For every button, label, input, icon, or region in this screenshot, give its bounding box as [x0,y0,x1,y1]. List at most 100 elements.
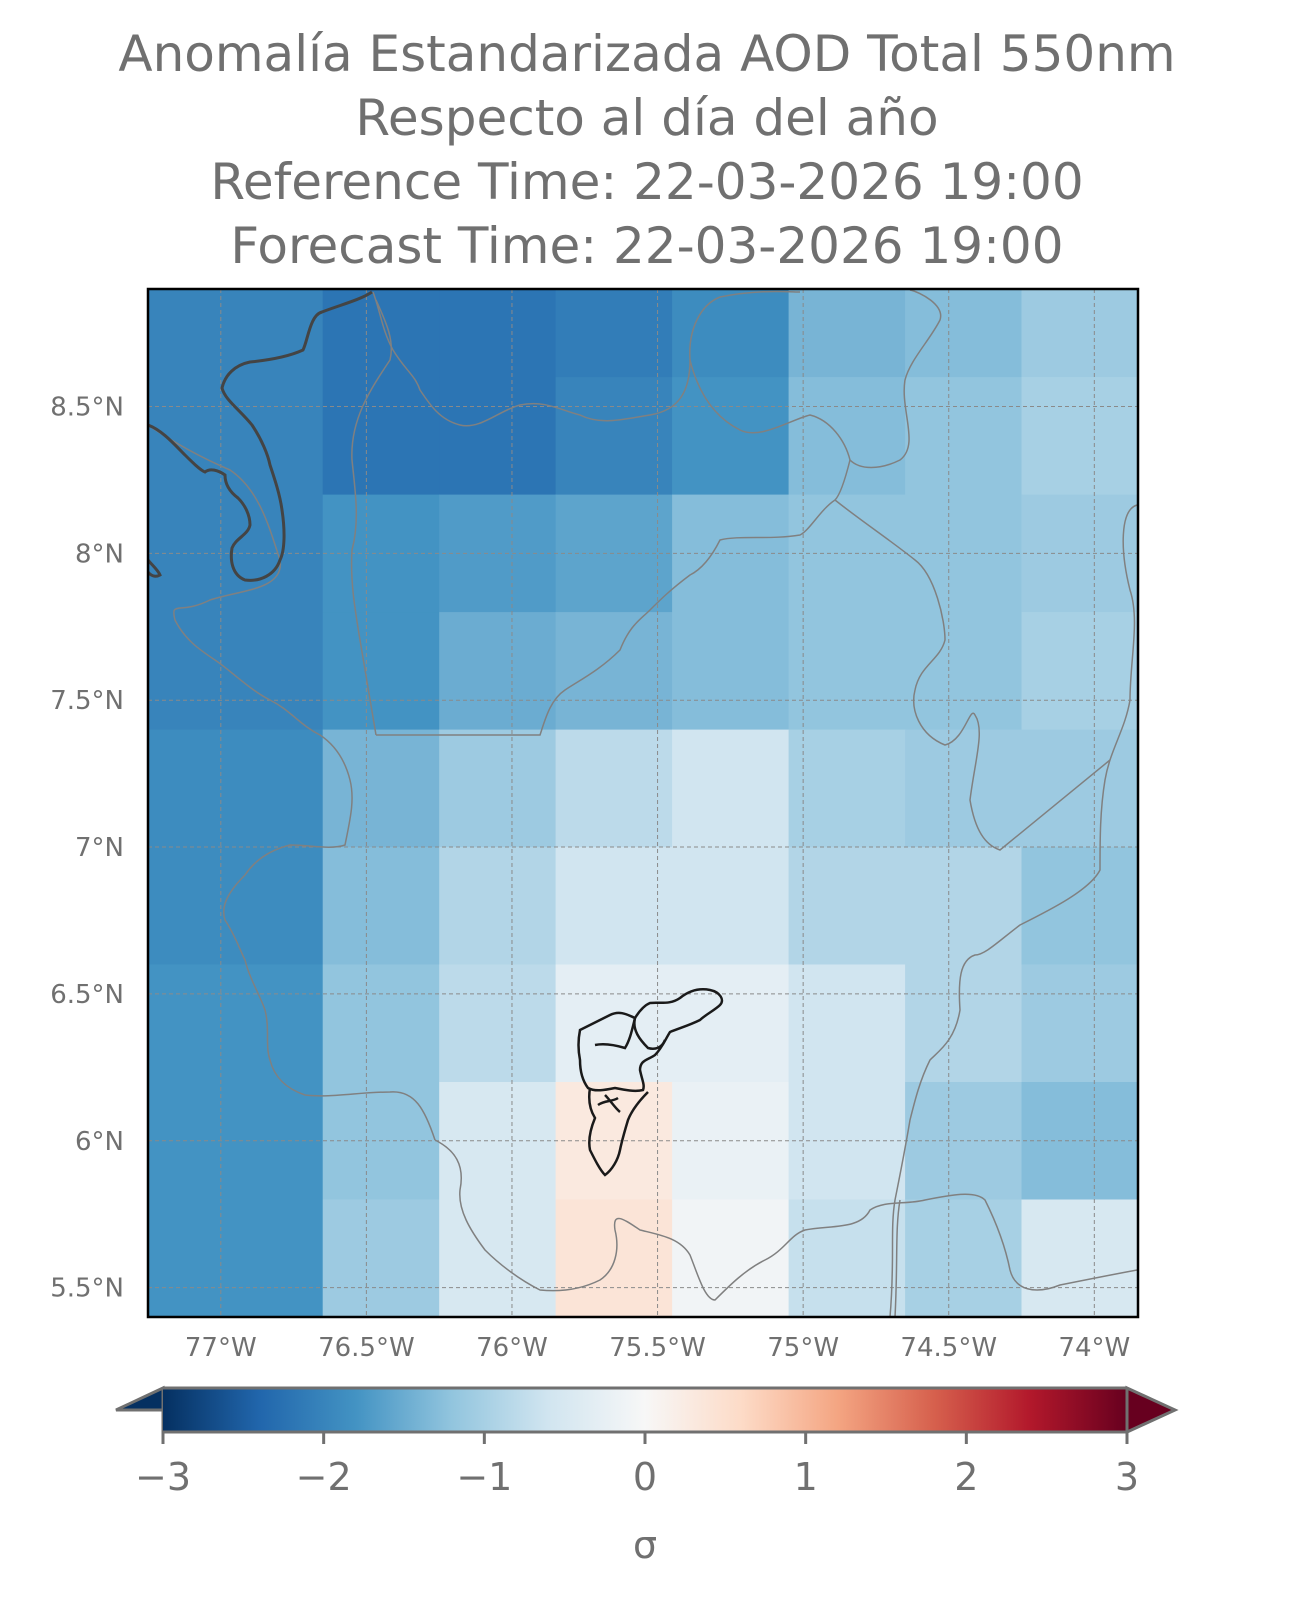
lat-tick-label: 7°N [75,833,124,863]
grid-cell [1021,847,1138,966]
grid-cell [439,847,557,966]
grid-cell [439,964,557,1083]
grid-cell [148,289,324,378]
grid-cell [905,1199,1023,1317]
grid-cell [905,612,1023,731]
grid-cell [672,377,790,496]
district-south-block [587,1087,649,1177]
grid-cell [555,847,673,966]
district-north-block [577,988,724,1093]
grid-cell [322,729,440,848]
grid-cell [1021,1199,1138,1317]
colorbar-extend-low [115,1385,165,1432]
lon-tick-label: 75.5°W [609,1333,706,1363]
grid-cell [905,847,1023,966]
grid-cell [905,289,1023,378]
grid-cell [439,729,557,848]
country-borders [148,289,1138,1317]
grid-cell [148,612,324,731]
grid-cell [1021,612,1138,731]
grid-cell [1021,729,1138,848]
grid-cell [439,289,557,378]
colorbar-tick-label: 1 [794,1455,818,1499]
grid-cell [322,289,440,378]
grid-cell [672,729,790,848]
grid-cell [439,612,557,731]
grid-cell [905,377,1023,496]
border-line-west-dept [148,424,436,1141]
coastline [148,290,373,582]
grid-cell [322,847,440,966]
colorbar-tick-label: −2 [296,1455,352,1499]
grid-cell [788,847,906,966]
grid-cell [322,1199,440,1317]
grid-cell [322,377,440,496]
grid-cell [439,377,557,496]
grid-cell [555,729,673,848]
border-line-northwest [350,299,393,736]
border-line-south-branch [894,1199,901,1317]
grid-cell [788,729,906,848]
colorbar-tick-label: −3 [135,1455,191,1499]
map-title: Anomalía Estandarizada AOD Total 550nm R… [0,22,1294,278]
colorbar-label: σ [633,1523,657,1567]
grid-cell [788,289,906,378]
grid-cell [148,377,324,496]
anomaly-grid [148,289,1138,1317]
grid-cell [148,1199,324,1317]
border-line-south-dept [434,1139,1138,1301]
grid-cell [322,964,440,1083]
lon-tick-label: 77°W [185,1333,257,1363]
grid-cell [672,1199,790,1317]
border-line-central [834,499,1111,851]
grid-cell [788,1199,906,1317]
grid-cell [905,964,1023,1083]
longitude-tick-labels: 77°W 76.5°W 76°W 75.5°W 75°W 74.5°W 74°W [185,1333,1130,1363]
colorbar: −3 −2 −1 0 1 2 3 σ [115,1385,1179,1567]
grid-cell [322,612,440,731]
border-line-east-dept [376,459,851,736]
grid-cell [555,1199,673,1317]
lat-tick-label: 6.5°N [50,980,124,1010]
grid-cell [555,612,673,731]
lat-tick-label: 8.5°N [50,392,124,422]
lon-tick-label: 74°W [1058,1333,1130,1363]
coastline-west-bay [148,559,162,578]
grid-cell [788,377,906,496]
title-line-2: Respecto al día del año [355,89,939,147]
lon-tick-label: 75°W [767,1333,839,1363]
colorbar-gradient [163,1388,1127,1432]
district-inner-line-2 [594,1017,637,1050]
grid-cell [672,612,790,731]
grid-cell [555,377,673,496]
grid-cell [1021,964,1138,1083]
grid-cell [555,289,673,378]
colorbar-tick-label: 3 [1115,1455,1139,1499]
grid-cell [1021,377,1138,496]
lat-tick-label: 8°N [75,539,124,569]
colorbar-tick-label: 2 [954,1455,978,1499]
district-inner-line-1 [633,1017,667,1050]
lon-tick-label: 76°W [476,1333,548,1363]
grid-cell [439,1199,557,1317]
grid-cell [905,729,1023,848]
colorbar-tick-label: −1 [456,1455,512,1499]
border-line-north [372,290,801,427]
latitude-tick-labels: 8.5°N 8°N 7.5°N 7°N 6.5°N 6°N 5.5°N [50,392,124,1303]
grid-cell [148,847,324,966]
grid-cell [788,964,906,1083]
grid-cell [555,964,673,1083]
map-frame [146,287,1140,1319]
title-line-1: Anomalía Estandarizada AOD Total 550nm [118,25,1176,83]
grid-cell [788,612,906,731]
colorbar-tick-label: 0 [633,1455,657,1499]
district-south-inner [597,1094,621,1113]
lat-tick-label: 6°N [75,1127,124,1157]
lat-tick-label: 5.5°N [50,1274,124,1304]
title-line-3: Reference Time: 22-03-2026 19:00 [210,153,1084,211]
lon-tick-label: 76.5°W [318,1333,415,1363]
border-line-east-vertical [889,504,1138,1317]
grid-cell [148,729,324,848]
grid-cell [148,964,324,1083]
